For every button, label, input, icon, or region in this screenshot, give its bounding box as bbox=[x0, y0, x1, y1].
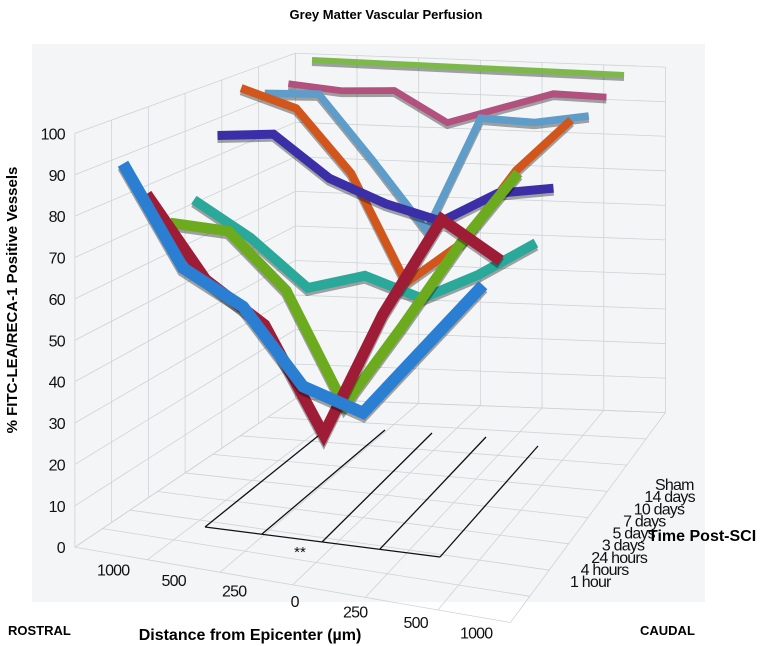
floor-gridline bbox=[295, 398, 666, 414]
x-tick-labels: 1000 500 250 0 250 500 1000 bbox=[97, 562, 494, 642]
time-tick-label: 24 hours bbox=[591, 550, 648, 567]
y-tick-label: 90 bbox=[49, 168, 66, 185]
significance-annotation: ** bbox=[294, 544, 306, 561]
floor-gridline bbox=[74, 546, 511, 623]
series-sham bbox=[311, 57, 625, 81]
series-group bbox=[117, 57, 625, 450]
x-tick-label: 250 bbox=[343, 604, 368, 621]
time-tick-label: 14 days bbox=[644, 489, 695, 506]
time-tick-label: 4 hours bbox=[581, 562, 630, 579]
y-tick-label: 40 bbox=[49, 375, 66, 392]
time-tick-label: 1 hour bbox=[570, 574, 612, 591]
series-1-hour bbox=[117, 160, 488, 423]
time-tick-label: 7 days bbox=[623, 513, 666, 530]
annotation-line bbox=[379, 436, 487, 550]
y-tick-label: 10 bbox=[49, 499, 66, 516]
annotation-line bbox=[261, 429, 386, 535]
floor-gridline bbox=[212, 453, 608, 492]
floor-gridline bbox=[157, 491, 569, 545]
floor-annotation bbox=[204, 427, 539, 558]
y-tick-label: 70 bbox=[49, 251, 66, 268]
time-tick-label: 5 days bbox=[613, 526, 656, 543]
x-tick-label: 1000 bbox=[460, 625, 493, 642]
time-tick-label: 3 days bbox=[602, 538, 645, 555]
y-tick-label: 80 bbox=[49, 209, 66, 226]
x-tick-label: 0 bbox=[291, 594, 300, 611]
y-tick-label: 100 bbox=[41, 126, 66, 143]
y-tick-label: 60 bbox=[49, 292, 66, 309]
time-tick-label: 10 days bbox=[634, 501, 685, 518]
time-tick-label: Sham bbox=[655, 477, 694, 494]
y-axis-label: % FITC-LEA/RECA-1 Positive Vessels bbox=[4, 167, 21, 434]
floor-gridline bbox=[129, 509, 550, 571]
y-tick-label: 30 bbox=[49, 416, 66, 433]
x-tick-label: 250 bbox=[222, 583, 247, 600]
annotation-line bbox=[439, 445, 539, 558]
floor-gridline bbox=[240, 435, 627, 466]
y-tick-label: 50 bbox=[49, 333, 66, 350]
x-tick-label: 500 bbox=[404, 615, 429, 632]
x-tick-label: 500 bbox=[162, 573, 187, 590]
y-tick-label: 0 bbox=[57, 540, 66, 557]
rostral-label: ROSTRAL bbox=[8, 623, 71, 638]
floor-gridline bbox=[102, 528, 530, 597]
y-tick-labels: 0 10 20 30 40 50 60 70 80 90 100 bbox=[41, 126, 67, 557]
series-14-days bbox=[287, 80, 607, 130]
annotation-line bbox=[321, 432, 433, 543]
x-tick-label: 1000 bbox=[97, 562, 130, 579]
chart-title: Grey Matter Vascular Perfusion bbox=[290, 7, 483, 22]
time-axis-label: Time Post-SCI bbox=[648, 528, 756, 545]
floor-gridline bbox=[74, 398, 296, 548]
caudal-label: CAUDAL bbox=[640, 623, 695, 638]
series-3-days bbox=[191, 195, 539, 307]
floor-gridline bbox=[185, 472, 588, 518]
y-tick-label: 20 bbox=[49, 457, 66, 474]
x-axis-label: Distance from Epicenter (µm) bbox=[139, 627, 362, 644]
annotation-line bbox=[204, 427, 329, 528]
